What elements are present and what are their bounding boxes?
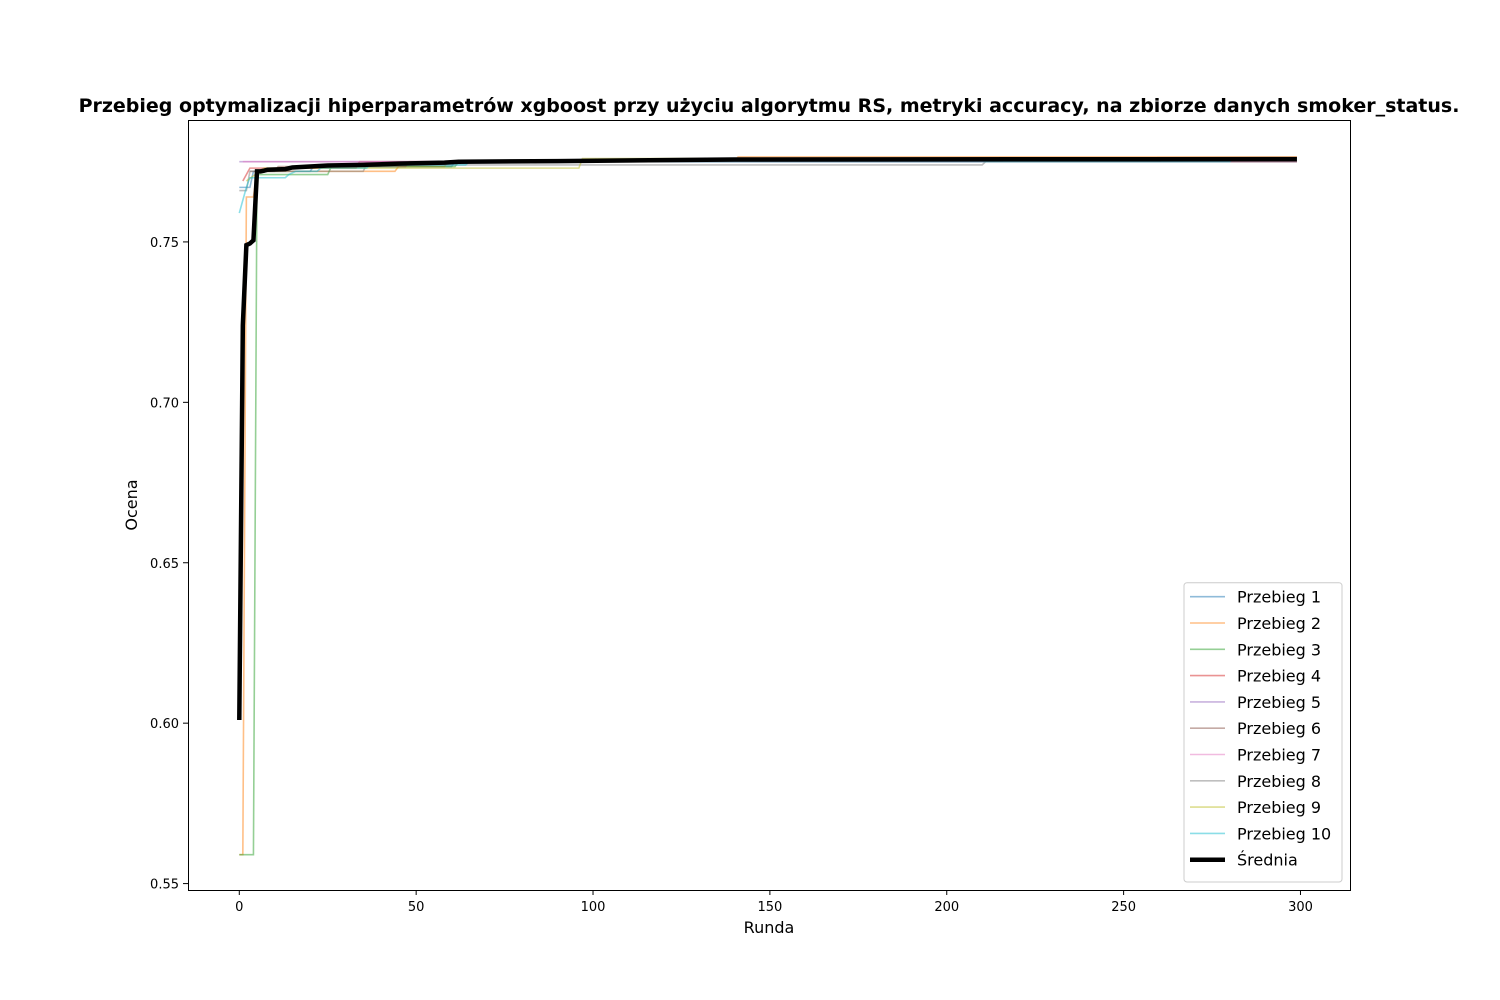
x-tick-label: 150 bbox=[757, 900, 782, 915]
series-line-2 bbox=[239, 156, 1297, 856]
legend: Przebieg 1 Przebieg 2 Przebieg 3 Przebieg 4… bbox=[1183, 582, 1343, 883]
legend-label-3: Przebieg 3 bbox=[1237, 640, 1321, 659]
legend-label-1: Przebieg 1 bbox=[1237, 588, 1321, 607]
x-axis: 0 50 100 150 200 250 300 bbox=[235, 890, 1313, 915]
y-axis: 0.55 0.60 0.65 0.70 0.75 bbox=[150, 236, 188, 893]
legend-label-9: Przebieg 9 bbox=[1237, 798, 1321, 817]
chart-title: Przebieg optymalizacji hiperparametrów x… bbox=[79, 95, 1460, 117]
legend-label-5: Przebieg 5 bbox=[1237, 693, 1321, 712]
legend-label-11: Średnia bbox=[1237, 851, 1298, 870]
series-line-11 bbox=[237, 156, 1297, 720]
y-tick-label: 0.60 bbox=[150, 717, 179, 732]
x-tick-label: 100 bbox=[581, 900, 606, 915]
series-group bbox=[237, 156, 1297, 856]
y-tick-label: 0.70 bbox=[150, 396, 179, 411]
x-tick-label: 50 bbox=[408, 900, 425, 915]
legend-label-6: Przebieg 6 bbox=[1237, 719, 1321, 738]
series-line-3 bbox=[239, 160, 1297, 856]
x-tick-label: 250 bbox=[1111, 900, 1136, 915]
legend-label-4: Przebieg 4 bbox=[1237, 667, 1321, 686]
plot-frame bbox=[188, 120, 1351, 891]
x-axis-label: Runda bbox=[744, 918, 795, 937]
x-tick-label: 200 bbox=[934, 900, 959, 915]
x-tick-label: 0 bbox=[235, 900, 243, 915]
legend-label-8: Przebieg 8 bbox=[1237, 772, 1321, 791]
legend-label-10: Przebieg 10 bbox=[1237, 824, 1331, 843]
legend-label-7: Przebieg 7 bbox=[1237, 746, 1321, 765]
x-tick-label: 300 bbox=[1288, 900, 1313, 915]
y-axis-label: Ocena bbox=[122, 479, 141, 530]
y-tick-label: 0.55 bbox=[150, 878, 179, 893]
y-tick-label: 0.65 bbox=[150, 557, 179, 572]
legend-label-2: Przebieg 2 bbox=[1237, 614, 1321, 633]
y-tick-label: 0.75 bbox=[150, 236, 179, 251]
